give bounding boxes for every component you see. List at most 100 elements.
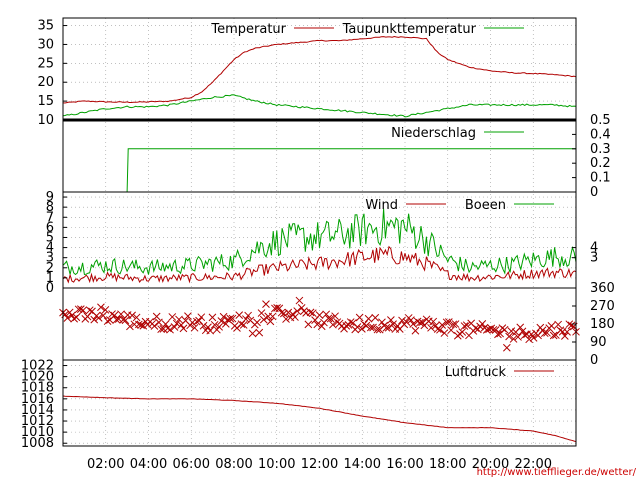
wind-direction-mark <box>291 313 299 321</box>
wind-direction-mark <box>505 332 513 341</box>
wind-direction-mark <box>416 318 424 327</box>
y-tick-label: 8 <box>46 200 54 215</box>
wind-direction-mark <box>166 325 174 334</box>
y-tick-label: 1022 <box>21 359 54 374</box>
wind-direction-mark <box>471 324 480 332</box>
wind-direction-mark <box>262 300 270 308</box>
x-tick-label: 02:00 <box>87 457 124 472</box>
wind-direction-mark <box>224 315 232 324</box>
wind-direction-mark <box>308 309 317 318</box>
x-tick-label: 04:00 <box>130 457 167 472</box>
wind-direction-mark <box>373 325 382 334</box>
wind-direction-mark <box>398 316 406 325</box>
wind-direction-mark <box>378 318 386 327</box>
wind-direction-mark <box>279 309 288 318</box>
wind-direction-mark <box>228 314 237 323</box>
y-right-tick-label: 360 <box>590 281 615 296</box>
y-tick-label: 30 <box>37 37 54 52</box>
wind-direction-mark <box>487 324 496 333</box>
wind-direction-mark <box>491 326 500 334</box>
series-line-wind <box>62 245 577 284</box>
wind-direction-mark <box>409 320 418 328</box>
wind-direction-mark <box>362 321 371 330</box>
y-right-tick-label: 0.3 <box>590 142 611 157</box>
wind-direction-mark <box>139 321 148 330</box>
legend-label: Temperatur <box>210 22 286 37</box>
y-tick-label: 1018 <box>21 381 54 396</box>
wind-direction-mark <box>210 320 219 329</box>
wind-direction-mark <box>371 313 380 322</box>
wind-direction-mark <box>389 320 397 328</box>
wind-direction-mark <box>97 303 105 312</box>
x-tick-label: 18:00 <box>429 457 466 472</box>
wind-direction-mark <box>152 312 161 321</box>
wind-direction-mark <box>507 327 516 336</box>
wind-direction-mark <box>560 332 569 340</box>
wind-direction-mark <box>282 315 290 323</box>
y-tick-label: 15 <box>37 94 54 109</box>
wind-direction-mark <box>460 322 469 330</box>
y-tick-label: 1012 <box>21 414 54 429</box>
y-tick-label: 1010 <box>21 425 54 440</box>
y-right-tick-label: 0.1 <box>590 171 611 186</box>
wind-direction-mark <box>132 313 141 322</box>
y-tick-label: 9 <box>46 190 54 205</box>
wind-direction-mark <box>565 320 574 329</box>
label-layer: 02:00 04:00 06:00 08:00 10:00 12:00 14:00 16:00… <box>21 19 615 472</box>
wind-direction-mark <box>126 322 134 331</box>
wind-direction-mark <box>514 333 522 341</box>
wind-direction-mark <box>108 310 116 318</box>
wind-direction-mark <box>382 323 391 332</box>
wind-direction-mark <box>255 328 264 337</box>
wind-direction-mark <box>543 328 551 337</box>
wind-direction-mark <box>219 312 228 321</box>
wind-direction-mark <box>331 312 339 321</box>
y-right-tick-label: 180 <box>590 317 615 332</box>
wind-direction-mark <box>112 315 121 324</box>
wind-direction-mark <box>172 319 181 328</box>
wind-direction-mark <box>442 318 451 327</box>
wind-direction-mark <box>482 325 491 334</box>
wind-direction-mark <box>440 329 449 337</box>
wind-direction-mark <box>253 318 261 327</box>
x-tick-label: 12:00 <box>301 457 338 472</box>
wind-direction-mark <box>101 305 110 314</box>
wind-direction-mark <box>235 311 244 320</box>
wind-direction-mark <box>554 320 563 329</box>
y-right-tick-label: 3 <box>590 251 598 266</box>
wind-direction-mark <box>170 323 179 331</box>
wind-direction-mark <box>384 323 393 332</box>
wind-direction-mark <box>429 317 438 326</box>
wind-direction-mark <box>387 316 395 324</box>
wind-direction-mark <box>556 326 565 335</box>
y-right-tick-label: 0.4 <box>590 127 611 142</box>
x-tick-label: 10:00 <box>258 457 295 472</box>
legend-label: Taupunkttemperatur <box>342 22 477 37</box>
wind-direction-mark <box>366 323 375 332</box>
x-tick-label: 06:00 <box>173 457 210 472</box>
y-tick-label: 3 <box>46 251 54 266</box>
wind-direction-mark <box>478 319 487 328</box>
y-tick-label: 35 <box>37 19 54 34</box>
wind-direction-mark <box>355 313 364 322</box>
wind-direction-mark <box>369 323 377 332</box>
y-right-tick-label: 0 <box>590 353 598 368</box>
wind-direction-mark <box>221 320 230 328</box>
wind-direction-mark <box>161 320 170 328</box>
wind-direction-mark <box>358 325 366 333</box>
wind-direction-mark <box>503 343 511 352</box>
y-tick-label: 7 <box>46 210 54 225</box>
y-tick-label: 4 <box>46 241 54 256</box>
series-line-temperatur <box>62 35 577 104</box>
wind-direction-mark <box>72 313 81 322</box>
wind-direction-mark <box>494 330 502 339</box>
wind-direction-mark <box>208 313 217 322</box>
wind-direction-mark <box>168 313 177 321</box>
wind-direction-mark <box>204 323 212 332</box>
y-tick-label: 6 <box>46 220 54 235</box>
wind-direction-mark <box>134 320 143 329</box>
y-tick-label: 20 <box>37 75 54 90</box>
wind-direction-mark <box>110 311 119 320</box>
y-tick-label: 5 <box>46 230 54 245</box>
y-right-tick-label: 0.2 <box>590 156 611 171</box>
